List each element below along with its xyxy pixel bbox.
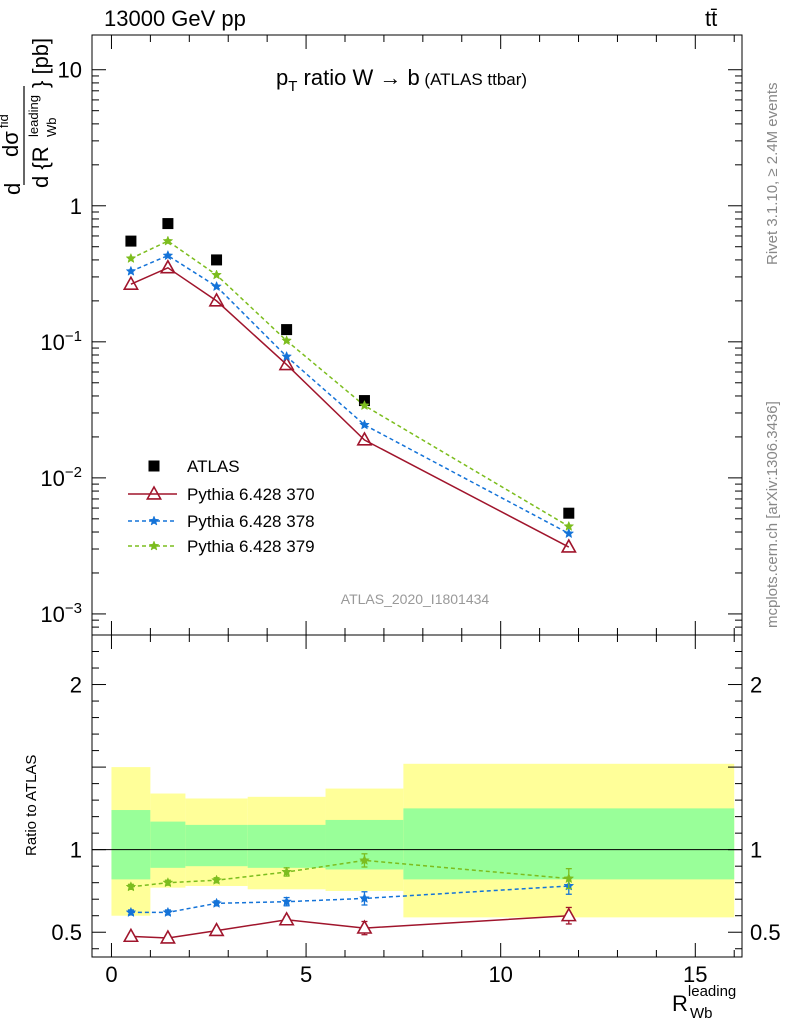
pythia379-point xyxy=(125,252,137,264)
pythia378-point xyxy=(211,280,222,292)
ratio-pythia379-point xyxy=(211,874,222,885)
ratio-pythia370-point xyxy=(159,929,176,944)
atlas-data-point xyxy=(162,218,174,230)
chart-title: pT ratio W → b (ATLAS ttbar) xyxy=(276,65,527,95)
pythia379-point xyxy=(359,399,370,411)
pythia378-point xyxy=(563,527,575,539)
ratio-pythia379-point xyxy=(162,877,174,888)
y-label-unit: } [pb] xyxy=(28,38,53,88)
y-label-d: d xyxy=(0,183,25,195)
process-label: 13000 GeV pp xyxy=(104,6,246,31)
y-tick-label: 10−2 xyxy=(40,464,82,491)
y-label-fid: fid xyxy=(0,114,11,128)
y-tick-label: 10 xyxy=(58,58,82,83)
atlas-data-point xyxy=(211,254,223,266)
ratio-pythia370-point xyxy=(122,927,139,943)
legend-marker-atlas xyxy=(148,460,160,472)
ratio-pythia379-point xyxy=(563,872,575,884)
ratio-pythia378-point xyxy=(211,897,222,908)
legend-marker-triangle xyxy=(145,485,163,500)
pythia379-point xyxy=(563,520,575,531)
ratio-y-tick-label: 0.5 xyxy=(51,920,82,945)
ratio-y-tick-label: 1 xyxy=(70,838,82,863)
legend-marker-star xyxy=(148,540,160,551)
ratio-y-axis-label: Ratio to ATLAS xyxy=(23,755,40,856)
pythia379-point xyxy=(211,269,222,280)
uncertainty-band-inner xyxy=(247,824,326,868)
pythia370-point xyxy=(208,292,225,307)
ratio-y-tick-label-right: 0.5 xyxy=(750,920,781,945)
pythia378-point xyxy=(281,350,293,362)
ratio-pythia370-point xyxy=(278,911,295,926)
legend-marker-star xyxy=(148,515,160,526)
pythia370-point xyxy=(356,431,373,446)
pythia370-point xyxy=(560,538,577,553)
legend-label: Pythia 6.428 379 xyxy=(187,537,315,556)
ratio-pythia379-point xyxy=(125,881,137,892)
x-tick-label: 10 xyxy=(488,962,512,987)
ratio-y-tick-label: 2 xyxy=(70,673,82,698)
ratio-pythia378-point xyxy=(281,896,293,907)
series-line-2 xyxy=(130,254,570,535)
uncertainty-band-inner xyxy=(403,808,735,880)
pythia379-point xyxy=(162,235,174,246)
uncertainty-band-inner xyxy=(111,810,151,880)
ratio-series-line-2 xyxy=(130,859,569,888)
analysis-watermark: ATLAS_2020_I1801434 xyxy=(341,591,490,607)
y-tick-label: 1 xyxy=(70,194,82,219)
pythia378-point xyxy=(162,249,174,261)
pythia370-point xyxy=(159,259,176,274)
ratio-y-tick-label-right: 2 xyxy=(750,673,762,698)
uncertainty-band-inner xyxy=(150,821,186,868)
ratio-series-line-1 xyxy=(130,885,569,914)
y-label-wb: Wb xyxy=(44,118,59,138)
x-tick-label: 5 xyxy=(300,962,312,987)
x-axis-label: Rleading Wb xyxy=(672,983,736,1022)
pythia379-point xyxy=(281,335,293,346)
ratio-plot-frame xyxy=(91,634,743,958)
ratio-pythia378-point xyxy=(359,892,370,903)
atlas-data-point xyxy=(563,507,575,519)
ratio-pythia379-point xyxy=(281,866,293,877)
ratio-y-tick-label-right: 1 xyxy=(750,838,762,863)
y-label-numerator: dσ xyxy=(0,131,23,157)
y-tick-label: 10−1 xyxy=(40,328,82,355)
atlas-data-point xyxy=(125,235,137,247)
main-plot: 10 1 10−1 10−2 10−3 pT ratio W → b (ATLAS ttb… xyxy=(0,34,743,636)
y-label-denominator: d {R xyxy=(28,146,53,188)
series-line-3 xyxy=(130,240,570,528)
atlas-data-point xyxy=(281,324,293,336)
ratio-pythia378-point xyxy=(162,906,174,918)
final-state-label: tt̄ xyxy=(705,6,718,31)
ratio-pythia379-point xyxy=(359,854,370,865)
ratio-pythia378-point xyxy=(125,906,137,918)
pythia378-point xyxy=(125,265,137,276)
x-tick-label: 0 xyxy=(105,962,117,987)
x-tick-label: 15 xyxy=(683,962,707,987)
legend-label: Pythia 6.428 370 xyxy=(187,485,315,504)
ratio-pythia370-point xyxy=(208,921,225,937)
ratio-series-line-0 xyxy=(130,914,569,939)
pythia378-point xyxy=(359,419,370,430)
legend-label: ATLAS xyxy=(187,457,240,476)
legend-label: Pythia 6.428 378 xyxy=(187,512,315,531)
ratio-pythia370-point xyxy=(560,907,577,922)
legend: ATLAS Pythia 6.428 370 Pythia 6.428 378 Pyt… xyxy=(128,457,315,556)
ratio-pythia370-point xyxy=(356,919,373,934)
pythia370-point xyxy=(278,355,295,371)
series-line-1 xyxy=(130,266,570,548)
y-tick-label: 10−3 xyxy=(40,600,82,627)
y-label-leading: leading xyxy=(26,95,41,137)
pythia370-point xyxy=(122,275,139,290)
uncertainty-band-inner xyxy=(185,824,248,867)
